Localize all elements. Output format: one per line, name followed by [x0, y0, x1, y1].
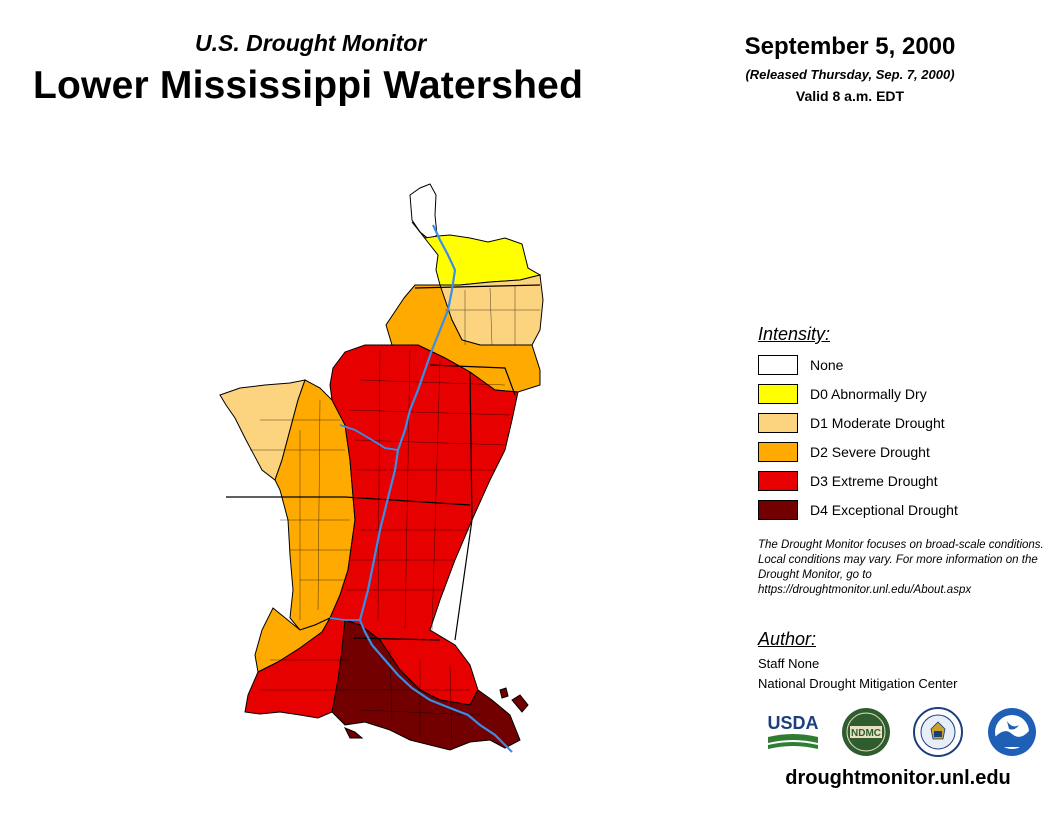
legend-label: D0 Abnormally Dry	[810, 386, 927, 402]
noaa-logo	[987, 707, 1037, 762]
drought-map	[219, 183, 544, 753]
atchafalaya-river	[329, 617, 360, 621]
author-organization: National Drought Mitigation Center	[758, 676, 958, 691]
release-date: (Released Thursday, Sep. 7, 2000)	[745, 67, 955, 82]
ndmc-logo: NDMC	[841, 707, 891, 762]
legend-swatch	[758, 384, 798, 404]
legend-swatch	[758, 442, 798, 462]
legend-item-d2: D2 Severe Drought	[758, 441, 930, 463]
map-date: September 5, 2000	[744, 33, 956, 60]
map-subtitle: U.S. Drought Monitor	[195, 30, 427, 56]
map-title: Lower Mississippi Watershed	[33, 64, 584, 107]
legend-swatch	[758, 500, 798, 520]
legend-label: D1 Moderate Drought	[810, 415, 945, 431]
legend-swatch	[758, 413, 798, 433]
website-link[interactable]: droughtmonitor.unl.edu	[785, 767, 1011, 789]
region-d0	[411, 221, 542, 286]
usda-logo: USDA	[766, 707, 820, 758]
legend-item-d3: D3 Extreme Drought	[758, 470, 938, 492]
svg-text:NDMC: NDMC	[851, 728, 881, 739]
red-river	[339, 424, 399, 451]
legend-item-d1: D1 Moderate Drought	[758, 412, 945, 434]
commerce-seal-icon	[913, 707, 963, 762]
svg-text:USDA: USDA	[767, 713, 818, 733]
legend-swatch	[758, 471, 798, 491]
region-none	[409, 183, 438, 241]
author-heading: Author:	[758, 629, 817, 649]
legend-item-d4: D4 Exceptional Drought	[758, 499, 958, 521]
legend-heading: Intensity:	[758, 324, 831, 344]
legend-label: D3 Extreme Drought	[810, 473, 938, 489]
valid-time: Valid 8 a.m. EDT	[795, 88, 905, 104]
legend-label: D2 Severe Drought	[810, 444, 930, 460]
disclaimer-note: The Drought Monitor focuses on broad-sca…	[758, 539, 1044, 596]
legend-label: D4 Exceptional Drought	[810, 502, 958, 518]
legend-swatch	[758, 355, 798, 375]
county-lines	[250, 285, 540, 746]
coastal-islands	[343, 687, 529, 739]
legend-label: None	[810, 357, 844, 373]
legend-item-none: None	[758, 354, 843, 376]
mississippi-river	[358, 224, 513, 753]
legend-item-d0: D0 Abnormally Dry	[758, 383, 927, 405]
author-name: Staff None	[758, 656, 820, 671]
